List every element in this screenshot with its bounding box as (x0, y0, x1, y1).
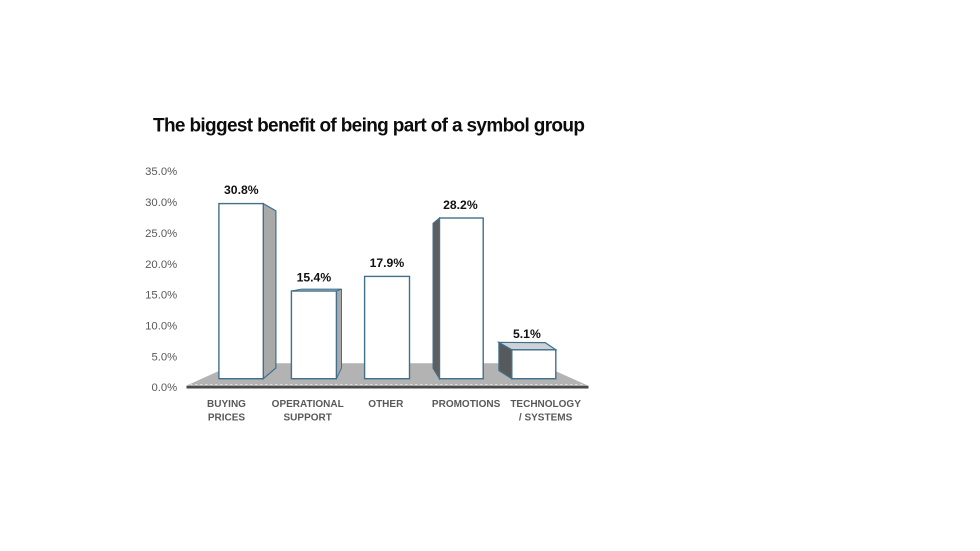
svg-text:OTHER: OTHER (368, 399, 404, 410)
svg-text:TECHNOLOGY: TECHNOLOGY (510, 399, 581, 410)
svg-text:BUYING: BUYING (207, 399, 246, 410)
svg-text:5.1%: 5.1% (513, 327, 541, 341)
svg-text:28.2%: 28.2% (443, 198, 478, 212)
svg-text:20.0%: 20.0% (145, 259, 177, 271)
svg-text:5.0%: 5.0% (151, 351, 177, 363)
svg-text:30.0%: 30.0% (145, 197, 177, 209)
svg-text:/ SYSTEMS: / SYSTEMS (519, 412, 573, 423)
svg-text:OPERATIONAL: OPERATIONAL (272, 399, 344, 410)
svg-text:SUPPORT: SUPPORT (284, 412, 332, 423)
svg-text:PRICES: PRICES (208, 412, 246, 423)
svg-text:15.4%: 15.4% (297, 271, 332, 285)
svg-text:35.0%: 35.0% (145, 166, 177, 178)
svg-text:17.9%: 17.9% (370, 256, 405, 270)
svg-text:10.0%: 10.0% (145, 321, 177, 333)
svg-text:30.8%: 30.8% (224, 183, 259, 197)
svg-text:15.0%: 15.0% (145, 290, 177, 302)
svg-text:25.0%: 25.0% (145, 228, 177, 240)
svg-text:0.0%: 0.0% (151, 382, 177, 394)
svg-text:The biggest benefit of being p: The biggest benefit of being part of a s… (153, 115, 584, 136)
svg-text:PROMOTIONS: PROMOTIONS (432, 399, 501, 410)
